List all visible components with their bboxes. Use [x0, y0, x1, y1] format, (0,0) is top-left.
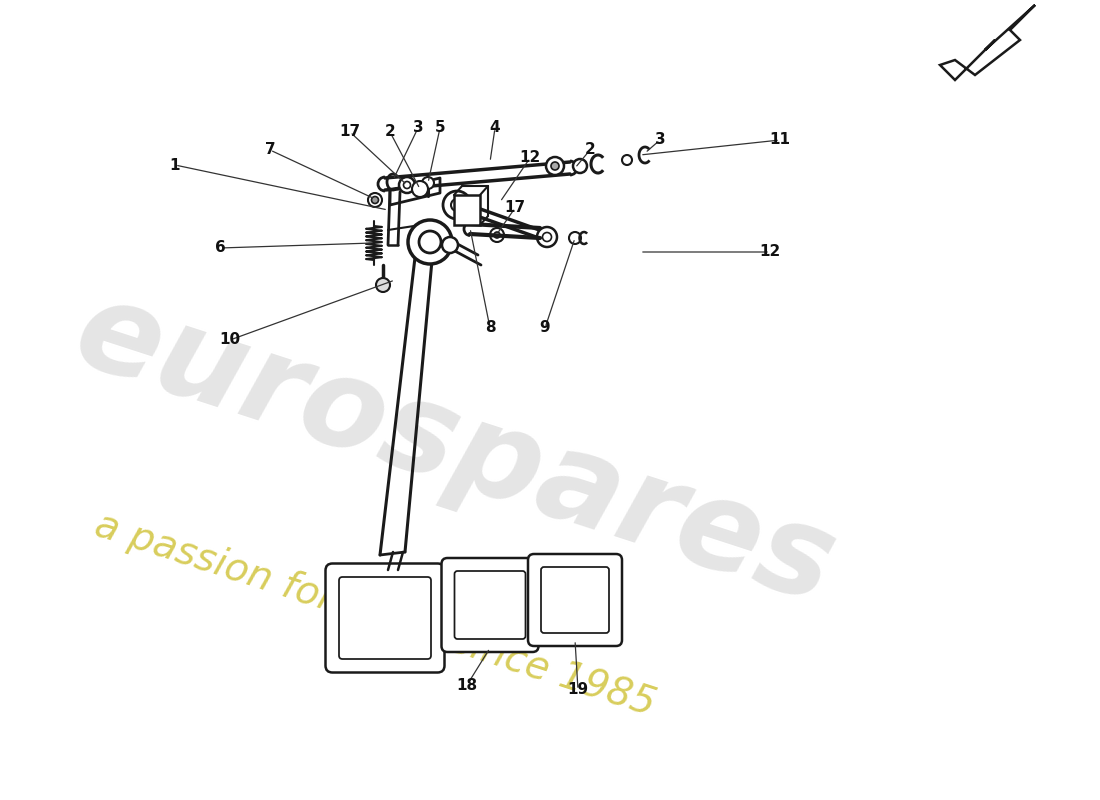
Text: 10: 10 — [219, 333, 241, 347]
Text: 8: 8 — [485, 321, 495, 335]
Text: 3: 3 — [654, 133, 666, 147]
Text: 17: 17 — [340, 125, 361, 139]
Circle shape — [419, 231, 441, 253]
FancyBboxPatch shape — [326, 563, 444, 673]
Circle shape — [546, 157, 564, 175]
FancyBboxPatch shape — [454, 571, 526, 639]
Text: 12: 12 — [759, 245, 781, 259]
Circle shape — [569, 232, 581, 244]
Text: 11: 11 — [770, 133, 791, 147]
Circle shape — [494, 232, 501, 238]
Circle shape — [442, 237, 458, 253]
Circle shape — [542, 233, 551, 242]
Circle shape — [443, 191, 471, 219]
Circle shape — [376, 278, 390, 292]
Circle shape — [372, 197, 378, 203]
Circle shape — [399, 177, 415, 193]
Text: 7: 7 — [265, 142, 275, 158]
Circle shape — [551, 162, 559, 170]
Circle shape — [404, 182, 410, 189]
Text: 19: 19 — [568, 682, 588, 698]
Circle shape — [368, 193, 382, 207]
Text: 3: 3 — [412, 121, 424, 135]
Text: eurospares: eurospares — [60, 270, 849, 630]
Circle shape — [412, 181, 428, 197]
Circle shape — [490, 228, 504, 242]
Text: 18: 18 — [456, 678, 477, 693]
Polygon shape — [940, 5, 1035, 80]
FancyBboxPatch shape — [441, 558, 539, 652]
Circle shape — [422, 177, 435, 189]
Text: 12: 12 — [519, 150, 540, 166]
FancyBboxPatch shape — [339, 577, 431, 659]
Text: 1: 1 — [169, 158, 180, 173]
Text: 2: 2 — [385, 125, 395, 139]
Text: a passion for parts since 1985: a passion for parts since 1985 — [90, 506, 660, 724]
Text: 17: 17 — [505, 201, 526, 215]
Circle shape — [621, 155, 632, 165]
Bar — [454, 195, 480, 225]
Text: 4: 4 — [490, 121, 500, 135]
Circle shape — [573, 159, 587, 173]
Text: 2: 2 — [584, 142, 595, 158]
Text: 6: 6 — [214, 241, 225, 255]
Circle shape — [537, 227, 557, 247]
FancyBboxPatch shape — [541, 567, 609, 633]
Text: 5: 5 — [434, 121, 446, 135]
Circle shape — [451, 199, 463, 211]
Text: 9: 9 — [540, 321, 550, 335]
Circle shape — [408, 220, 452, 264]
FancyBboxPatch shape — [528, 554, 622, 646]
